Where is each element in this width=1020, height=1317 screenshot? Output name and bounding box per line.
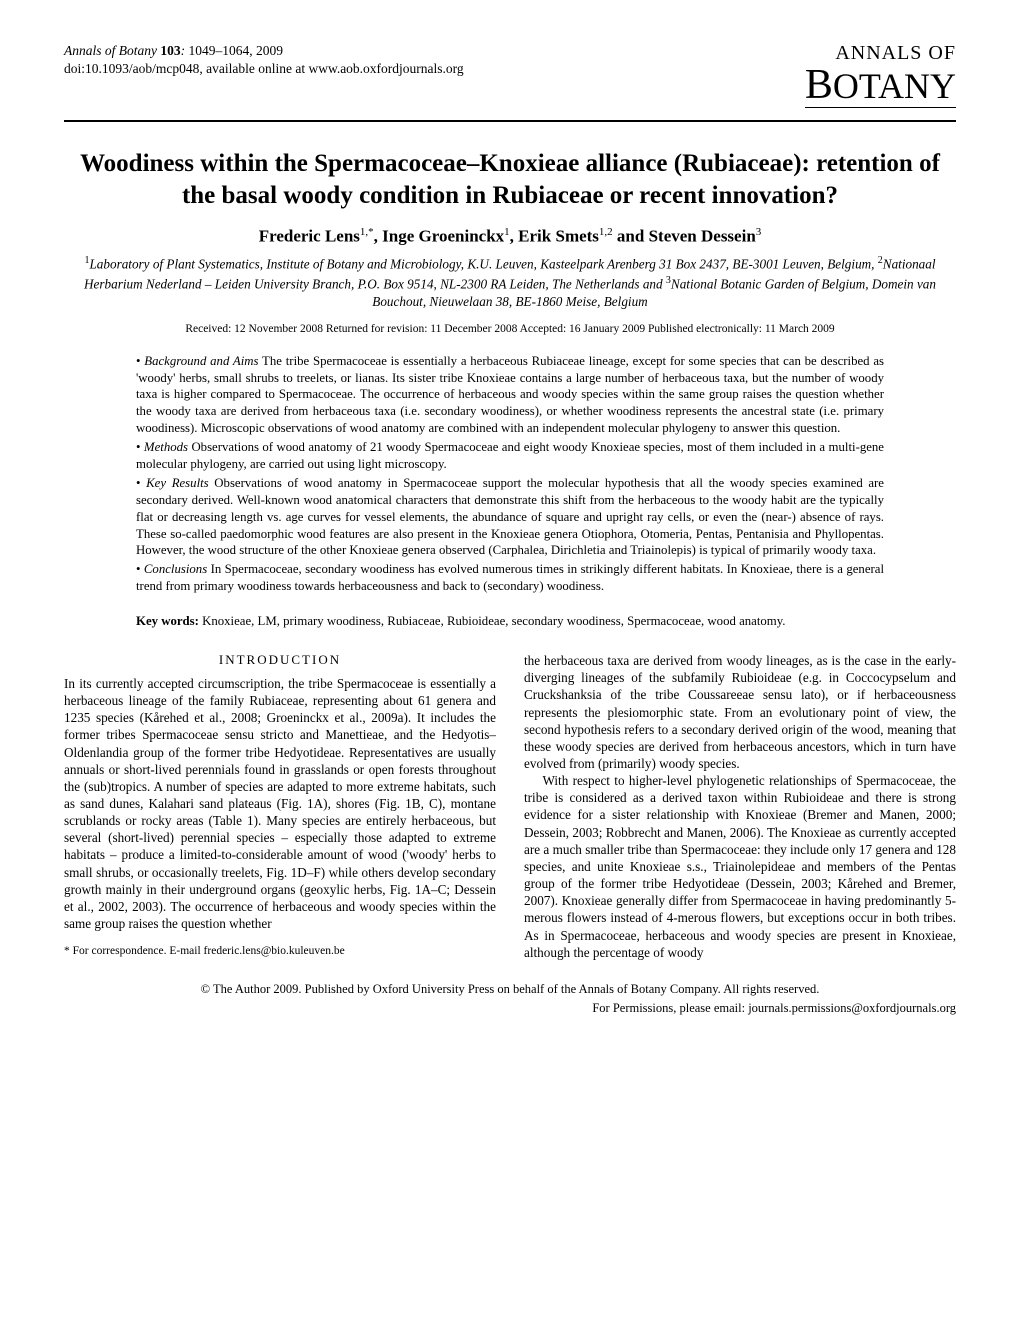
article-title: Woodiness within the Spermacoceae–Knoxie… — [72, 148, 948, 212]
keywords-label: Key words: — [136, 614, 199, 628]
introduction-heading: INTRODUCTION — [64, 652, 496, 669]
article-dates: Received: 12 November 2008 Returned for … — [64, 323, 956, 335]
footer: © The Author 2009. Published by Oxford U… — [64, 981, 956, 1017]
abs-keyresults-text: Observations of wood anatomy in Spermaco… — [136, 476, 884, 558]
abs-methods-text: Observations of wood anatomy of 21 woody… — [136, 440, 884, 471]
abs-conclusions-label: Conclusions — [144, 562, 207, 576]
intro-para-2: the herbaceous taxa are derived from woo… — [524, 652, 956, 772]
correspondence: * For correspondence. E-mail frederic.le… — [64, 944, 496, 959]
keywords-text: Knoxieae, LM, primary woodiness, Rubiace… — [199, 614, 786, 628]
journal-name: Annals of Botany — [64, 43, 157, 58]
abs-conclusions-text: In Spermacoceae, secondary woodiness has… — [136, 562, 884, 593]
authors: Frederic Lens1,*, Inge Groeninckx1, Erik… — [64, 226, 956, 247]
doi-line: doi:10.1093/aob/mcp048, available online… — [64, 60, 464, 78]
abs-keyresults-label: Key Results — [146, 476, 209, 490]
intro-para-1: In its currently accepted circumscriptio… — [64, 675, 496, 932]
journal-meta: Annals of Botany 103: 1049–1064, 2009 do… — [64, 42, 464, 78]
journal-logo: ANNALS OF BOTANY — [805, 42, 956, 108]
abs-methods-label: Methods — [144, 440, 188, 454]
right-column: the herbaceous taxa are derived from woo… — [524, 652, 956, 961]
copyright-line: © The Author 2009. Published by Oxford U… — [64, 981, 956, 998]
journal-pages: 1049–1064, 2009 — [189, 43, 284, 58]
left-column: INTRODUCTION In its currently accepted c… — [64, 652, 496, 961]
journal-volume: 103 — [160, 43, 180, 58]
abs-bg-label: Background and Aims — [144, 354, 258, 368]
top-rule — [64, 120, 956, 122]
intro-para-3: With respect to higher-level phylogeneti… — [524, 772, 956, 961]
permissions-line: For Permissions, please email: journals.… — [64, 1000, 956, 1017]
logo-bottom: BOTANY — [805, 67, 956, 105]
affiliations: 1Laboratory of Plant Systematics, Instit… — [80, 254, 940, 310]
keywords: Key words: Knoxieae, LM, primary woodine… — [136, 613, 884, 630]
abstract: Background and Aims The tribe Spermacoce… — [136, 353, 884, 595]
